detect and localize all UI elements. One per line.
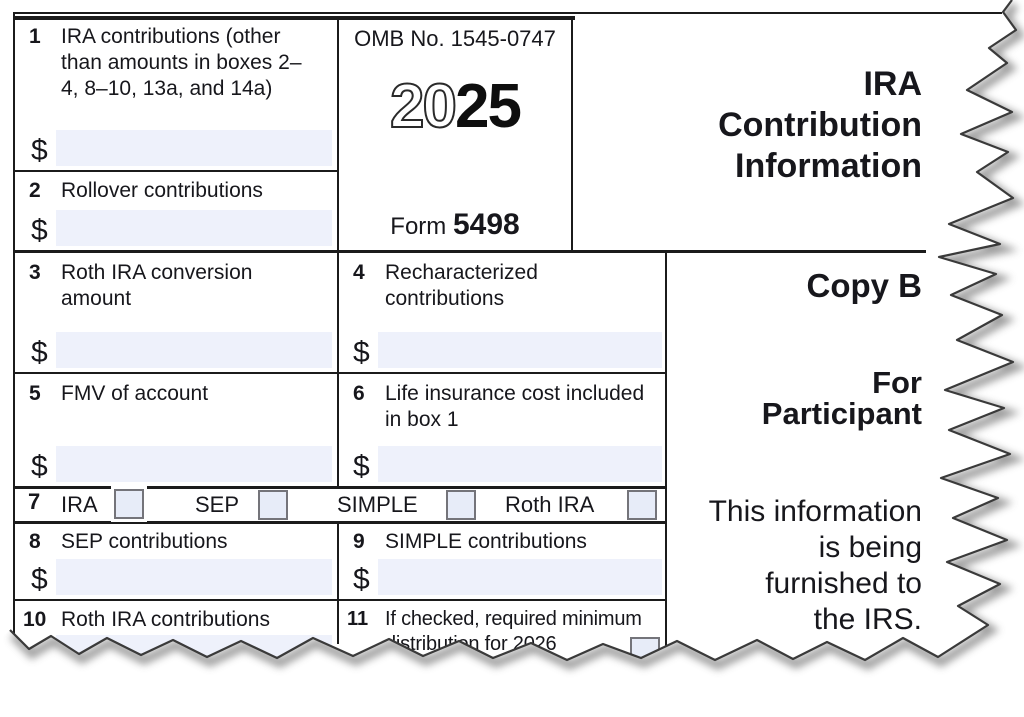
rule-top-thin	[13, 12, 1002, 14]
box-10-number: 10	[23, 608, 47, 631]
box-7-label-ira: IRA	[61, 492, 98, 517]
box-8-label: SEP contributions	[61, 530, 228, 553]
recipient-label: For Participant	[761, 365, 922, 431]
box-7-label-roth-ira: Roth IRA	[505, 492, 595, 517]
box-1-label: IRA contributions (other than amounts in…	[61, 25, 302, 100]
furnish-notice: This information is being furnished to the …	[708, 495, 922, 636]
box-4: 4 Recharacterized contributions $	[337, 253, 667, 372]
box-3-label: Roth IRA conversion amount	[61, 261, 253, 310]
box-7-checkbox-roth-ira[interactable]	[627, 490, 657, 520]
box-11: 11 If checked, required minimum distribu…	[337, 601, 667, 671]
box-4-number: 4	[353, 261, 365, 284]
box-9-amount-field[interactable]	[377, 559, 662, 595]
box-10-label: Roth IRA contributions	[61, 608, 270, 631]
dollar-sign: $	[31, 134, 48, 167]
box-8-number: 8	[29, 530, 41, 553]
box-8-amount-field[interactable]	[55, 559, 332, 595]
box-9: 9 SIMPLE contributions $	[337, 524, 667, 599]
box-2: 2 Rollover contributions $	[13, 172, 337, 250]
box-5-label: FMV of account	[61, 382, 209, 405]
dollar-sign: $	[31, 336, 48, 369]
form-number-line: Form 5498	[390, 208, 520, 241]
box-7-checkbox-sep[interactable]	[258, 490, 288, 520]
dollar-sign: $	[31, 639, 48, 672]
dollar-sign: $	[353, 450, 370, 483]
box-2-label: Rollover contributions	[61, 179, 263, 202]
box-7-checkbox-ira[interactable]	[114, 489, 144, 519]
box-7-checkbox-simple[interactable]	[446, 490, 476, 520]
box-6-label: Life insurance cost included in box 1	[385, 382, 645, 431]
box-5: 5 FMV of account $	[13, 374, 337, 486]
box-11-label: If checked, required minimum distributio…	[385, 608, 642, 655]
box-3-number: 3	[29, 261, 41, 284]
box-9-number: 9	[353, 530, 365, 553]
box-4-label: Recharacterized contributions	[385, 261, 538, 310]
box-6-number: 6	[353, 382, 365, 405]
box-2-number: 2	[29, 179, 41, 202]
box-7: 7 IRA SEP SIMPLE Roth IRA	[13, 489, 667, 521]
omb-year-cell: OMB No. 1545-0747 2025 Form 5498	[339, 20, 571, 250]
box-2-amount-field[interactable]	[55, 210, 332, 246]
box-1-number: 1	[29, 25, 41, 48]
form-title: IRA Contribution Information	[718, 65, 922, 185]
box-4-amount-field[interactable]	[377, 332, 662, 368]
dollar-sign: $	[31, 563, 48, 596]
box-11-number: 11	[347, 608, 369, 630]
box-3-amount-field[interactable]	[55, 332, 332, 368]
box-11-checkbox[interactable]	[630, 637, 660, 667]
tax-year: 2025	[389, 72, 522, 141]
box-5-number: 5	[29, 382, 41, 405]
box-7-label-simple: SIMPLE	[337, 492, 418, 517]
box-5-amount-field[interactable]	[55, 446, 332, 482]
box-6-amount-field[interactable]	[377, 446, 662, 482]
border-omb-right	[571, 16, 573, 250]
dollar-sign: $	[31, 450, 48, 483]
dollar-sign: $	[31, 214, 48, 247]
box-1: 1 IRA contributions (other than amounts …	[13, 17, 337, 170]
dollar-sign: $	[353, 563, 370, 596]
box-7-label-sep: SEP	[195, 492, 240, 517]
box-10: 10 Roth IRA contributions $	[13, 601, 337, 671]
box-9-label: SIMPLE contributions	[385, 530, 587, 553]
copy-label: Copy B	[806, 267, 923, 304]
box-7-number: 7	[28, 489, 41, 514]
omb-number: OMB No. 1545-0747	[354, 26, 556, 51]
box-8: 8 SEP contributions $	[13, 524, 337, 599]
box-3: 3 Roth IRA conversion amount $	[13, 253, 337, 372]
dollar-sign: $	[353, 336, 370, 369]
box-6: 6 Life insurance cost included in box 1 …	[337, 374, 667, 486]
box-10-amount-field[interactable]	[55, 635, 332, 671]
box-1-amount-field[interactable]	[55, 130, 332, 166]
